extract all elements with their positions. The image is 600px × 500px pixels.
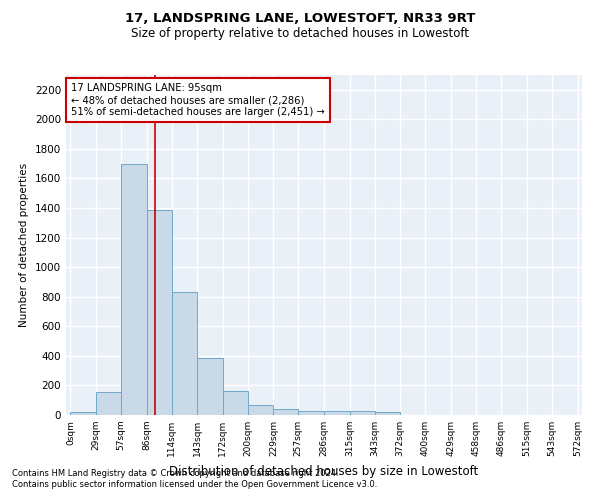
X-axis label: Distribution of detached houses by size in Lowestoft: Distribution of detached houses by size … bbox=[169, 464, 479, 477]
Bar bbox=[274, 409, 298, 415]
Text: 17 LANDSPRING LANE: 95sqm
← 48% of detached houses are smaller (2,286)
51% of se: 17 LANDSPRING LANE: 95sqm ← 48% of detac… bbox=[71, 84, 325, 116]
Bar bbox=[350, 412, 374, 415]
Y-axis label: Number of detached properties: Number of detached properties bbox=[19, 163, 29, 327]
Bar bbox=[197, 358, 223, 415]
Text: Contains public sector information licensed under the Open Government Licence v3: Contains public sector information licen… bbox=[12, 480, 377, 489]
Text: 17, LANDSPRING LANE, LOWESTOFT, NR33 9RT: 17, LANDSPRING LANE, LOWESTOFT, NR33 9RT bbox=[125, 12, 475, 26]
Bar bbox=[121, 164, 146, 415]
Text: Contains HM Land Registry data © Crown copyright and database right 2024.: Contains HM Land Registry data © Crown c… bbox=[12, 468, 338, 477]
Bar bbox=[146, 210, 172, 415]
Bar bbox=[374, 412, 400, 415]
Bar bbox=[96, 392, 121, 415]
Bar bbox=[248, 406, 274, 415]
Text: Size of property relative to detached houses in Lowestoft: Size of property relative to detached ho… bbox=[131, 28, 469, 40]
Bar bbox=[223, 390, 248, 415]
Bar bbox=[172, 292, 197, 415]
Bar bbox=[70, 412, 96, 415]
Bar bbox=[298, 411, 324, 415]
Bar bbox=[324, 411, 350, 415]
